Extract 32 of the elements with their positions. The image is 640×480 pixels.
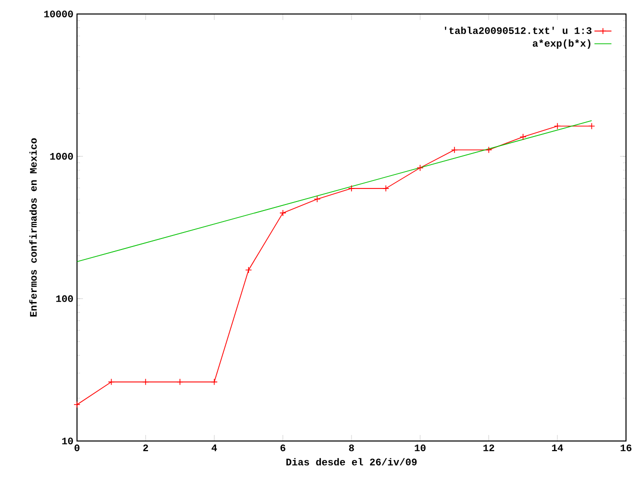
point [279,210,286,216]
y-axis-title: Enfermos confirmados en Mexico [29,138,37,316]
point [485,146,492,154]
point [416,164,424,172]
point [348,185,355,192]
x-tick-label: 14 [552,444,564,452]
point [554,122,561,130]
point [382,185,390,192]
point [74,401,80,408]
x-tick-label: 4 [212,444,217,452]
x-tick-label: 16 [620,444,632,452]
legend-label: 'tabla20090512.txt' u 1:3 [444,26,592,34]
x-tick-label: 10 [414,444,426,452]
x-tick-label: 2 [143,444,148,452]
x-axis-title: Dias desde el 26/iv/09 [286,458,417,466]
x-tick-label: 6 [280,444,286,452]
point [451,146,458,154]
y-tick-label: 100 [56,295,73,302]
point [210,378,218,386]
y-tick-label: 10 [62,438,73,444]
point [588,122,596,130]
x-tick-label: 0 [74,444,80,452]
point [314,196,321,203]
legend-label: a*exp(b*x) [532,39,590,49]
x-tick-label: 8 [349,444,354,452]
x-tick-label: 12 [483,444,494,452]
y-tick-label: 10000 [44,10,73,18]
point [520,133,526,140]
point [245,266,252,274]
point [108,378,115,386]
point [142,378,150,386]
y-tick-label: 1000 [50,152,73,160]
